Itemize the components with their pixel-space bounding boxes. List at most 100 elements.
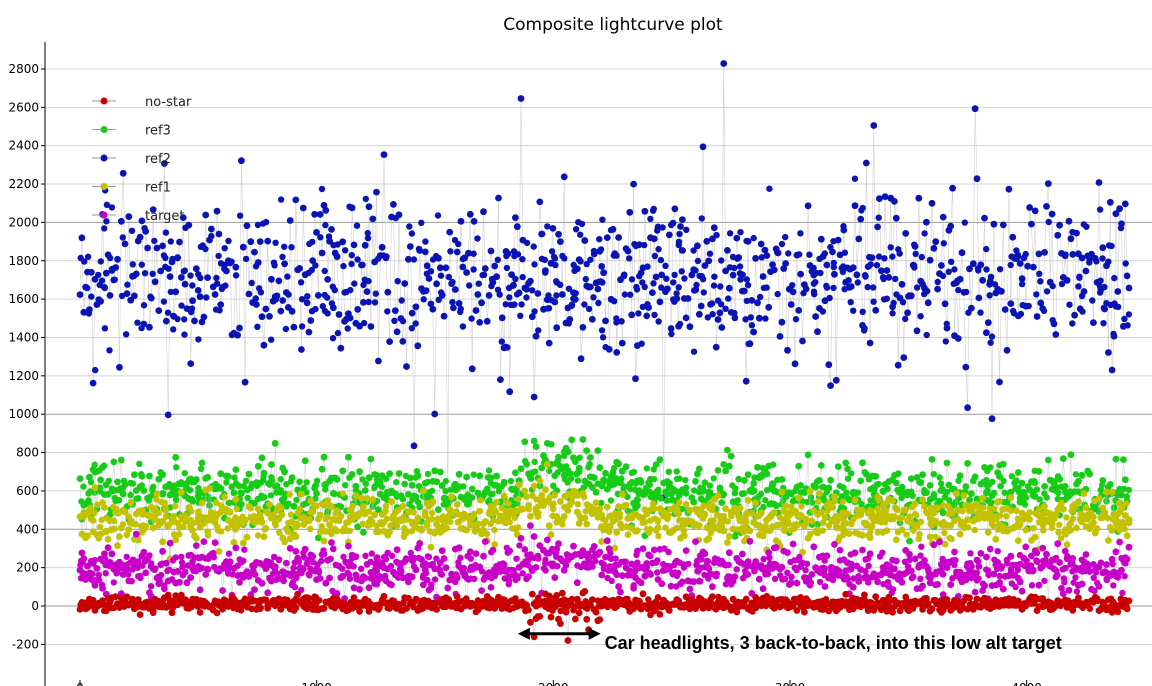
data-point [279,297,287,304]
data-point [667,582,675,590]
data-point [474,235,481,242]
data-point [273,516,280,524]
data-point [840,520,847,527]
data-point [913,327,921,335]
data-point [613,315,620,322]
data-point [481,265,489,272]
data-point [940,240,947,247]
data-point [1099,255,1106,262]
data-point [122,331,130,338]
data-point [1079,308,1086,315]
data-point [930,244,938,252]
data-point [573,471,580,478]
data-point [176,578,183,586]
data-point [510,281,517,289]
data-point [386,528,393,536]
data-point [568,436,576,444]
data-point [229,571,236,578]
data-point [971,473,979,481]
data-point [101,325,109,332]
data-point [812,313,819,320]
data-point [408,481,416,489]
data-point [450,304,457,312]
data-point [821,513,829,521]
data-point [103,218,110,225]
data-point [182,224,189,231]
series-ref1 [76,460,1133,563]
data-point [895,246,902,253]
data-point [175,531,183,538]
data-point [426,528,434,535]
data-point [665,548,672,556]
data-point [844,465,851,473]
data-point [478,527,486,534]
data-point [1082,504,1090,512]
data-point [238,157,245,165]
data-point [795,494,803,502]
data-point [161,160,168,167]
data-point [1007,494,1015,501]
y-tick-label: 1800 [8,254,39,268]
data-point [467,575,474,582]
data-point [281,468,288,476]
data-point [885,274,893,281]
data-point [722,305,729,312]
data-point [101,284,109,292]
data-point [470,471,477,478]
data-point [1049,477,1056,485]
data-point [1090,519,1097,526]
data-point [1062,251,1069,258]
data-point [837,525,844,532]
data-point [476,319,484,326]
data-point [921,230,928,237]
data-point [585,564,592,571]
data-point [750,234,757,242]
data-point [628,276,636,283]
data-point [233,480,240,487]
data-point [657,256,665,264]
data-point [588,483,596,491]
data-point [652,273,660,281]
data-point [901,558,909,565]
data-point [787,301,795,308]
data-point [700,502,707,509]
data-point [151,566,158,573]
data-point [714,297,722,304]
data-point [225,550,233,557]
data-point [516,506,524,513]
data-point [445,273,452,281]
data-point [527,522,534,529]
data-point [384,308,391,315]
data-point [743,297,750,305]
data-point [375,528,382,536]
data-point [1041,249,1048,256]
data-point [778,563,786,571]
data-point [420,572,427,579]
data-point [860,327,868,334]
data-point [701,262,709,269]
data-point [584,550,592,557]
data-point [607,549,614,557]
data-point [567,470,574,477]
data-point [607,555,615,562]
data-point [905,293,912,300]
data-point [113,570,120,577]
data-point [588,315,596,323]
data-point [1069,515,1077,522]
data-point [418,527,425,534]
data-point [401,280,409,287]
data-point [181,316,188,323]
data-point [438,547,446,555]
data-point [285,291,292,298]
data-point [536,542,544,549]
data-point [701,510,708,517]
data-point [384,288,392,296]
data-point [740,287,748,295]
data-point [926,256,934,264]
data-point [1028,582,1036,589]
data-point [588,596,596,603]
data-point [1044,456,1052,464]
data-point [564,637,572,644]
data-point [999,221,1007,229]
data-point [881,255,888,262]
